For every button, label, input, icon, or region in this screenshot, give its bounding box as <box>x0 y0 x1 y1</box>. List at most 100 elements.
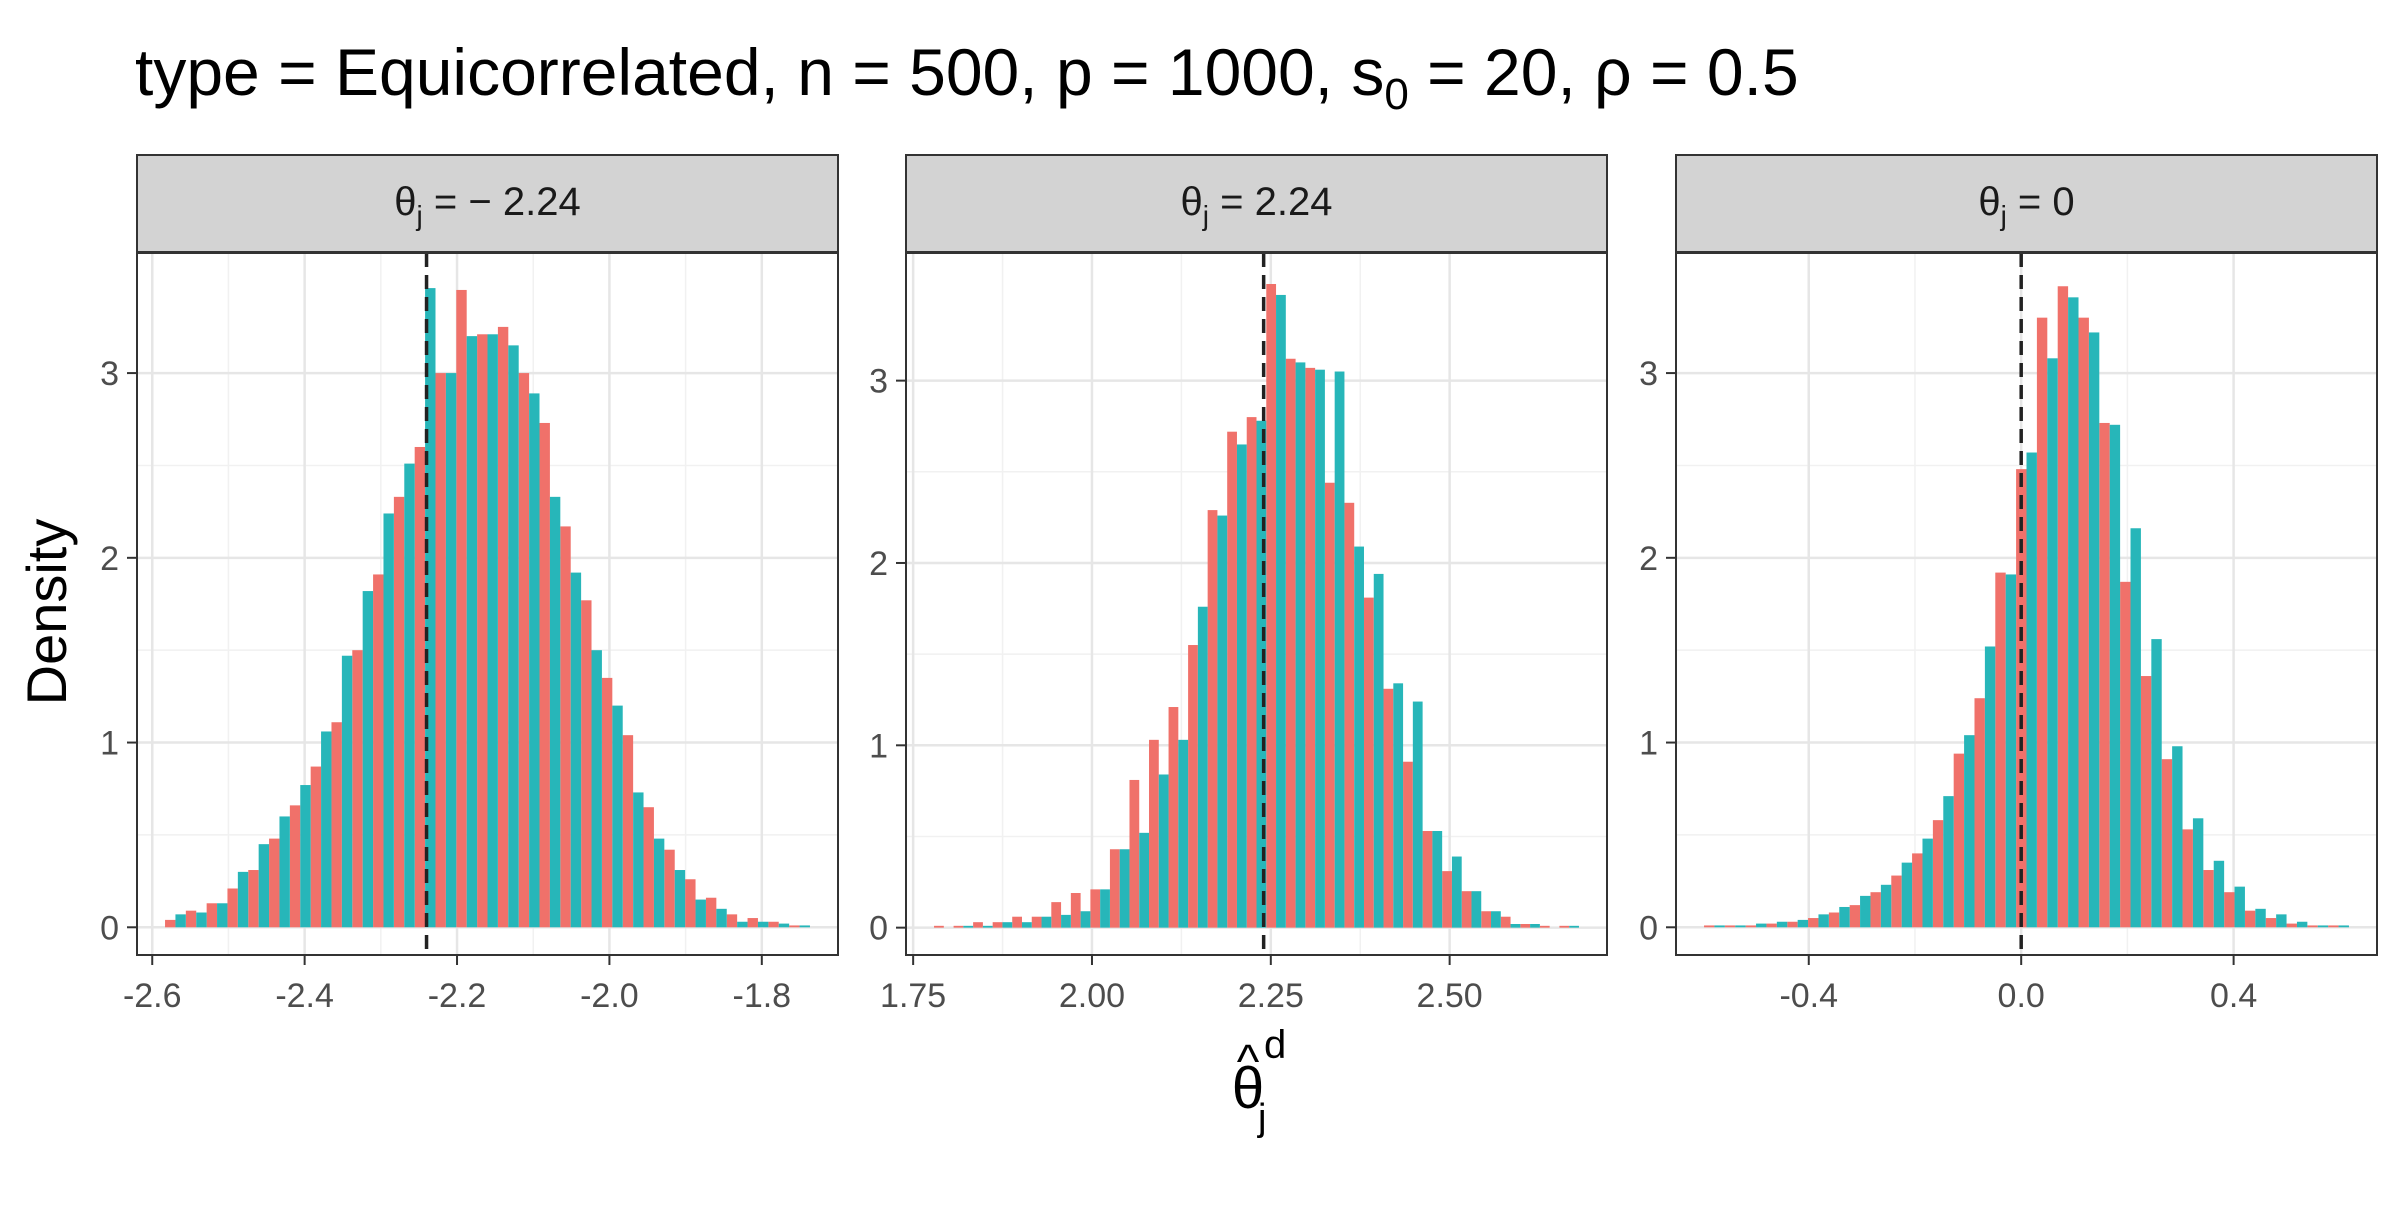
histogram-bar <box>982 925 993 928</box>
x-axis-label: θ ^ d j <box>1232 1023 1286 1139</box>
histogram-bar <box>539 422 550 928</box>
histogram-bar <box>1021 922 1032 928</box>
histogram-bar <box>1766 923 1777 928</box>
y-tick-label: 2 <box>1639 540 1658 578</box>
x-tick-label: 0.0 <box>1998 977 2045 1015</box>
histogram-bar <box>1756 923 1767 928</box>
histogram-bar <box>1932 820 1944 928</box>
histogram-bar <box>1412 701 1423 928</box>
histogram-bar <box>508 345 519 928</box>
histogram-bar <box>992 922 1003 928</box>
histogram-bar <box>435 373 446 928</box>
histogram-bar <box>2151 639 2162 928</box>
histogram-bar <box>477 334 488 928</box>
histogram-bar <box>1158 774 1169 928</box>
histogram-bar <box>581 600 592 928</box>
histogram-bar <box>570 572 582 928</box>
histogram-bar <box>1860 895 1871 928</box>
histogram-bar <box>2161 759 2173 928</box>
histogram-bar <box>1168 707 1179 928</box>
histogram-bar <box>331 722 342 928</box>
histogram-bar <box>248 870 259 928</box>
histogram-bar <box>2317 925 2329 928</box>
histogram-bar <box>2255 908 2266 928</box>
y-tick-label: 0 <box>1639 909 1658 947</box>
facet-label: θj = 0 <box>1978 180 2074 231</box>
histogram-bar <box>1188 645 1198 928</box>
histogram-bar <box>2307 925 2318 928</box>
histogram-bar <box>2005 574 2017 928</box>
plot-area <box>137 253 838 955</box>
histogram-bar <box>1207 510 1218 928</box>
histogram-bar <box>591 650 602 928</box>
histogram-bar <box>165 919 176 928</box>
y-tick-label: 3 <box>1639 355 1658 393</box>
histogram-bar <box>1943 796 1954 928</box>
histogram-bar <box>1403 761 1413 928</box>
histogram-bar <box>1704 925 1715 928</box>
histogram-bar <box>612 705 623 928</box>
histogram-bar <box>1149 739 1159 928</box>
histogram-bar <box>1828 912 1840 928</box>
histogram-bar <box>2120 581 2131 928</box>
histogram-bar <box>934 925 944 928</box>
x-tick-label: 2.00 <box>1059 977 1125 1015</box>
histogram-bar <box>341 655 353 928</box>
histogram-bar <box>1276 294 1286 928</box>
histogram-bar <box>643 807 654 928</box>
histogram-bar <box>1090 889 1101 928</box>
histogram-bar <box>2130 528 2141 928</box>
histogram-bar <box>1912 853 1923 928</box>
x-axis-label-hat: ^ <box>1237 1036 1260 1089</box>
chart-title: type = Equicorrelated, n = 500, p = 1000… <box>135 35 1799 119</box>
histogram-bar <box>1080 911 1091 928</box>
x-axis-label-main: θ <box>1232 1056 1264 1121</box>
x-tick-label: -2.6 <box>123 977 182 1015</box>
histogram-bar <box>953 925 964 928</box>
histogram-bar <box>695 899 706 928</box>
histogram-bar <box>310 766 322 928</box>
histogram-bar <box>1901 862 1913 928</box>
histogram-bar <box>726 914 738 928</box>
histogram-bar <box>1520 924 1531 928</box>
histogram-bar <box>757 921 769 928</box>
histogram-bar <box>2265 918 2277 928</box>
histogram-bar <box>1422 831 1433 928</box>
x-tick-label: -2.4 <box>275 977 334 1015</box>
histogram-bar <box>1266 283 1277 928</box>
histogram-bar <box>206 903 218 928</box>
histogram-bar <box>716 908 727 928</box>
histogram-bar <box>185 910 197 928</box>
histogram-bar <box>445 373 457 928</box>
histogram-bar <box>1995 572 2006 928</box>
facet-strip <box>136 154 839 253</box>
histogram-bar <box>1393 683 1404 928</box>
y-tick-label: 0 <box>100 909 119 947</box>
histogram-bar <box>705 897 717 928</box>
histogram-bar <box>653 838 665 928</box>
histogram-bar <box>2328 925 2339 928</box>
histogram-bar <box>2057 286 2069 928</box>
histogram-bar <box>2088 332 2100 928</box>
histogram-bar <box>393 496 405 928</box>
y-tick-label: 2 <box>869 545 888 583</box>
histogram-bar <box>2068 297 2079 928</box>
histogram-bar <box>2172 746 2183 928</box>
histogram-bar <box>227 888 238 928</box>
histogram-bar <box>1724 925 1736 928</box>
histogram-bar <box>1256 420 1267 928</box>
y-tick-label: 1 <box>1639 725 1658 763</box>
histogram-bar <box>456 289 467 928</box>
x-tick-label: 1.75 <box>880 977 946 1015</box>
histogram-bar <box>1500 916 1511 928</box>
histogram-bar <box>321 731 332 928</box>
facet-label-value: = 2.24 <box>1209 180 1332 224</box>
facet-label-subscript: j <box>2000 200 2007 231</box>
histogram-bar <box>1776 921 1788 928</box>
histogram-bar <box>487 334 498 928</box>
y-tick-label: 1 <box>869 727 888 765</box>
x-tick-label: -1.8 <box>733 977 792 1015</box>
histogram-bar <box>1880 884 1892 928</box>
histogram-bar <box>404 463 415 928</box>
